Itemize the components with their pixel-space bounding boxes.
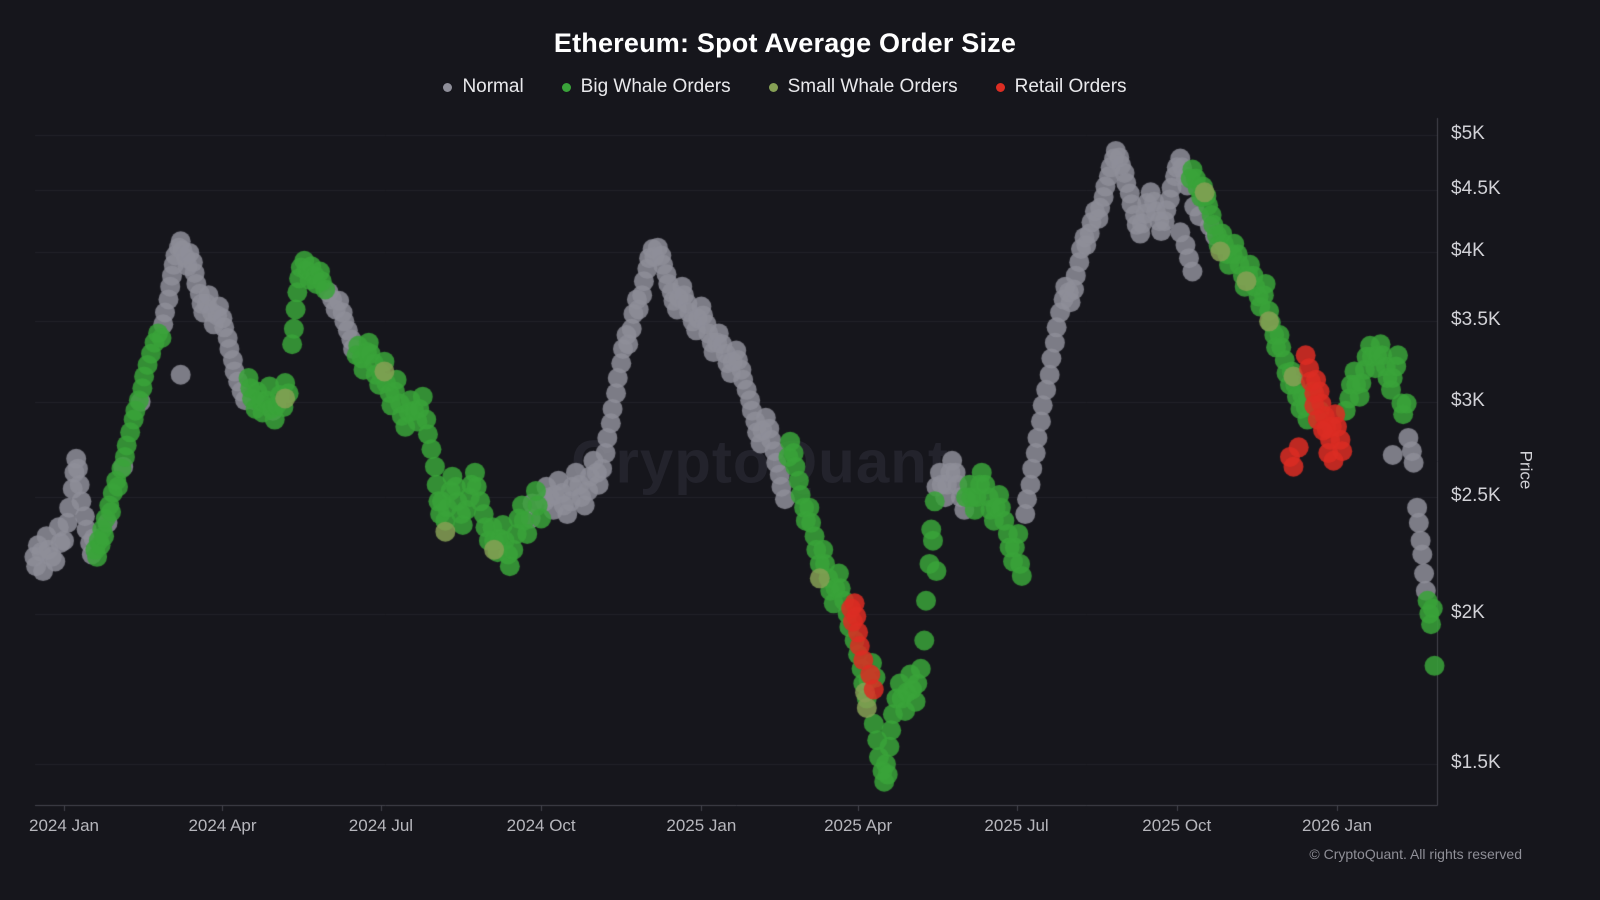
x-axis-tick-label: 2024 Jul [348, 816, 414, 835]
x-axis-tick-label: 2024 Jan [29, 816, 99, 835]
legend-item-label: Small Whale Orders [787, 76, 958, 97]
x-axis-tick-label: 2025 Jan [666, 816, 737, 835]
footer-credit: © CryptoQuant. All rights reserved [1309, 846, 1522, 862]
legend-item-normal[interactable]: Normal [443, 76, 524, 98]
x-axis-tick-label: 2024 Oct [506, 816, 576, 835]
legend-dot-icon [561, 82, 571, 92]
y-axis-tick-label: $4.5K [1451, 178, 1501, 200]
x-axis-tick-label: 2024 Apr [188, 816, 257, 835]
y-axis-tick-label: $5K [1451, 123, 1485, 144]
y-axis-tick-label: $4K [1451, 239, 1485, 261]
y-axis-tick-label: $1.5K [1451, 752, 1501, 773]
legend-item-label: Big Whale Orders [580, 76, 731, 97]
legend-dot-icon [995, 82, 1005, 92]
y-axis-tick-label: $3.5K [1451, 309, 1501, 331]
y-axis-tick-label: $2.5K [1451, 485, 1501, 507]
legend-item-retail-orders[interactable]: Retail Orders [995, 76, 1127, 98]
legend-item-small-whale-orders[interactable]: Small Whale Orders [768, 76, 958, 98]
chart-title: Ethereum: Spot Average Order Size [553, 28, 1017, 58]
x-axis-tick-label: 2025 Jul [984, 816, 1049, 835]
legend-item-label: Retail Orders [1014, 76, 1127, 97]
price-axis-label: Price [1516, 450, 1536, 490]
y-axis-tick-label: $2K [1451, 601, 1485, 623]
legend-item-big-whale-orders[interactable]: Big Whale Orders [561, 76, 731, 98]
legend-dot-icon [768, 82, 778, 92]
legend-dot-icon [443, 82, 453, 92]
x-axis-tick-label: 2026 Jan [1302, 816, 1372, 835]
x-axis-tick-label: 2025 Apr [824, 816, 893, 835]
legend: Normal Big Whale Orders Small Whale Orders… [0, 76, 1570, 98]
x-axis-tick-label: 2025 Oct [1142, 816, 1212, 835]
y-axis-tick-label: $3K [1451, 389, 1485, 411]
legend-item-label: Normal [462, 76, 524, 97]
